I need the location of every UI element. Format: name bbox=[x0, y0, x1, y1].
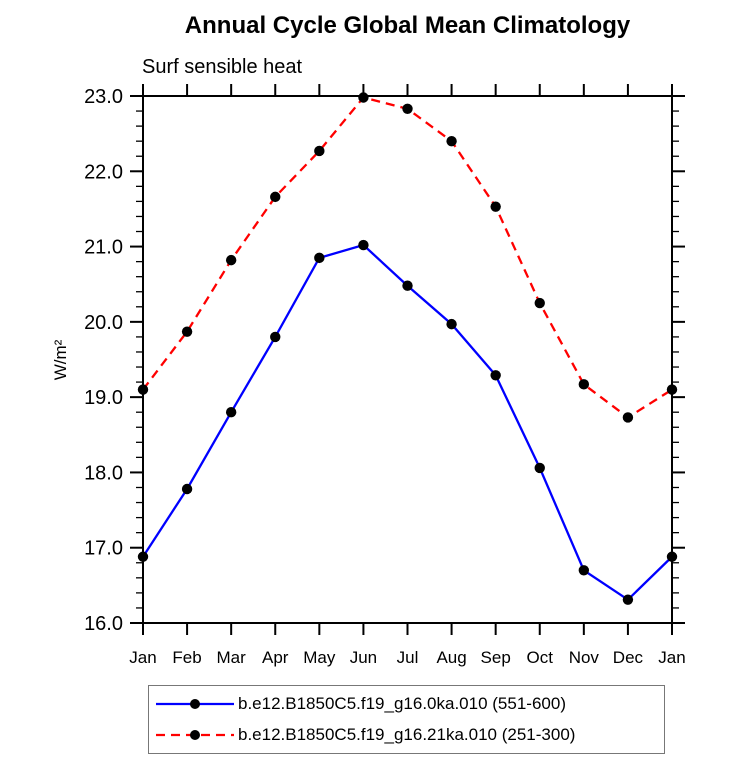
data-point-marker bbox=[490, 201, 501, 212]
x-tick-label: Sep bbox=[481, 648, 511, 667]
y-tick-label: 23.0 bbox=[84, 86, 123, 108]
data-point-marker bbox=[446, 318, 457, 330]
data-point-marker bbox=[534, 462, 545, 474]
chart-title: Annual Cycle Global Mean Climatology bbox=[184, 12, 631, 39]
data-point-marker bbox=[622, 412, 634, 423]
data-point-marker bbox=[578, 379, 590, 390]
data-point-marker bbox=[622, 594, 634, 605]
x-tick-label: Mar bbox=[217, 648, 247, 667]
data-point-marker bbox=[225, 254, 237, 266]
data-point-marker bbox=[270, 191, 281, 203]
data-point-marker bbox=[358, 92, 369, 103]
chart-subtitle: Surf sensible heat bbox=[142, 56, 303, 78]
x-tick-label: Oct bbox=[527, 648, 554, 667]
data-point-marker bbox=[666, 551, 678, 562]
y-tick-label: 20.0 bbox=[84, 312, 123, 334]
data-point-marker bbox=[534, 297, 545, 309]
x-tick-label: Jan bbox=[658, 648, 685, 667]
series-line-1 bbox=[142, 243, 673, 602]
data-point-marker bbox=[578, 565, 590, 576]
legend-line-sample-series1 bbox=[156, 699, 234, 709]
data-point-marker bbox=[137, 551, 149, 562]
data-point-marker bbox=[181, 326, 193, 337]
data-point-marker bbox=[270, 331, 281, 343]
data-point-marker bbox=[402, 103, 413, 114]
y-tick-label: 17.0 bbox=[84, 538, 123, 560]
legend-sample-marker bbox=[190, 699, 200, 709]
legend-label: b.e12.B1850C5.f19_g16.21ka.010 (251-300) bbox=[238, 725, 576, 744]
plot-frame bbox=[142, 95, 673, 624]
x-tick-label: Jul bbox=[397, 648, 419, 667]
data-point-marker bbox=[137, 384, 149, 395]
legend-item: b.e12.B1850C5.f19_g16.0ka.010 (551-600) bbox=[156, 689, 664, 720]
data-point-marker bbox=[314, 145, 325, 157]
x-tick-label: Apr bbox=[262, 648, 289, 667]
x-tick-label: May bbox=[303, 648, 336, 667]
legend-line-sample-series2 bbox=[156, 730, 234, 740]
x-tick-label: Nov bbox=[569, 648, 600, 667]
y-tick-label: 21.0 bbox=[84, 237, 123, 259]
x-tick-label: Feb bbox=[172, 648, 201, 667]
y-tick-label: 18.0 bbox=[84, 462, 123, 484]
legend-sample-marker bbox=[190, 730, 200, 740]
x-tick-label: Dec bbox=[613, 648, 644, 667]
data-point-marker bbox=[225, 407, 237, 418]
x-tick-label: Jan bbox=[129, 648, 156, 667]
y-tick-label: 16.0 bbox=[84, 613, 123, 635]
data-point-marker bbox=[314, 252, 325, 264]
y-tick-label: 22.0 bbox=[84, 161, 123, 183]
data-point-marker bbox=[490, 370, 501, 381]
x-tick-label: Jun bbox=[350, 648, 377, 667]
legend: b.e12.B1850C5.f19_g16.0ka.010 (551-600) … bbox=[148, 685, 665, 754]
data-point-marker bbox=[181, 483, 193, 495]
y-tick-label: 19.0 bbox=[84, 387, 123, 409]
data-point-marker bbox=[666, 384, 678, 395]
legend-label: b.e12.B1850C5.f19_g16.0ka.010 (551-600) bbox=[238, 694, 566, 713]
legend-item: b.e12.B1850C5.f19_g16.21ka.010 (251-300) bbox=[156, 720, 664, 751]
series-line-2 bbox=[142, 96, 673, 419]
data-point-marker bbox=[402, 280, 413, 291]
x-tick-label: Aug bbox=[436, 648, 466, 667]
data-point-marker bbox=[446, 135, 457, 147]
data-point-marker bbox=[358, 239, 369, 251]
